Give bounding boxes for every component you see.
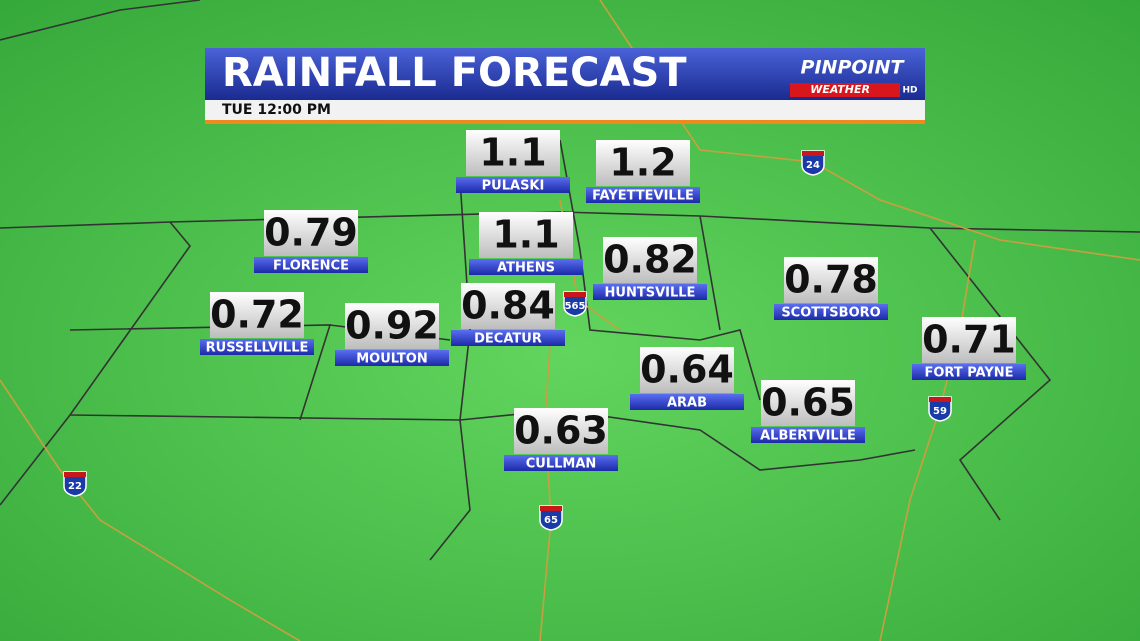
time: TUE 12:00 PM — [222, 102, 331, 118]
city: 0.78 SCOTTSBORO — [774, 257, 888, 321]
city-name: CULLMAN — [526, 457, 597, 472]
logo-sub: WEATHER — [810, 83, 870, 96]
highway-number: 565 — [565, 301, 586, 312]
shield — [928, 396, 952, 422]
city: 0.84 DECATUR — [451, 283, 565, 347]
header: RAINFALL FORECAST TUE 12:00 PM PINPOINT … — [205, 48, 925, 124]
value-box — [784, 257, 878, 303]
city: 1.2 FAYETTEVILLE — [586, 140, 700, 204]
shield-top — [564, 292, 586, 297]
city: 0.63 CULLMAN — [504, 408, 618, 472]
highway-shield: 24 — [801, 150, 825, 176]
value: 0.72 — [210, 293, 304, 337]
value-box — [345, 303, 439, 349]
logo-brand: PINPOINT — [801, 57, 906, 79]
title: RAINFALL FORECAST — [222, 50, 687, 96]
highway-number: 59 — [933, 406, 947, 417]
city: 0.92 MOULTON — [335, 303, 449, 367]
name-bar — [774, 304, 888, 320]
city-name: HUNTSVILLE — [605, 286, 696, 301]
time-bar — [205, 100, 925, 120]
value: 0.64 — [640, 348, 734, 392]
shield — [539, 505, 563, 531]
value: 0.78 — [784, 258, 878, 302]
name-bar — [504, 455, 618, 471]
value: 1.1 — [479, 131, 546, 175]
name-bar — [912, 364, 1026, 380]
name-bar — [593, 284, 707, 300]
value-box — [761, 380, 855, 426]
highway-number: 24 — [806, 160, 820, 171]
name-bar — [751, 427, 865, 443]
city: 0.65 ALBERTVILLE — [751, 380, 865, 444]
logo-badge: HD — [902, 86, 917, 96]
city-name: SCOTTSBORO — [781, 306, 880, 321]
value-box — [596, 140, 690, 186]
name-bar — [335, 350, 449, 366]
value: 0.82 — [603, 238, 697, 282]
value-box — [514, 408, 608, 454]
value-box — [479, 212, 573, 258]
city-name: ATHENS — [497, 261, 555, 276]
city: 1.1 ATHENS — [469, 212, 583, 276]
value: 0.71 — [922, 318, 1016, 362]
highway-number: 22 — [68, 481, 82, 492]
city: 0.79 FLORENCE — [254, 210, 368, 274]
logo-bar — [790, 83, 900, 97]
value-box — [603, 237, 697, 283]
value-box — [922, 317, 1016, 363]
value: 0.79 — [264, 211, 358, 255]
name-bar — [456, 177, 570, 193]
shield-top — [929, 397, 951, 402]
name-bar — [200, 339, 314, 355]
city-name: PULASKI — [482, 179, 545, 194]
city-name: DECATUR — [474, 332, 542, 347]
name-bar — [586, 187, 700, 203]
highway-shield: 65 — [539, 505, 563, 531]
city-name: ALBERTVILLE — [760, 429, 856, 444]
value: 0.63 — [514, 409, 608, 453]
shield — [801, 150, 825, 176]
name-bar — [469, 259, 583, 275]
city-name: ARAB — [667, 396, 707, 411]
highway-shield: 59 — [928, 396, 952, 422]
value-box — [461, 283, 555, 329]
shield-top — [64, 472, 86, 477]
value-box — [210, 292, 304, 338]
shield — [563, 291, 587, 317]
value: 1.2 — [609, 141, 676, 185]
value: 1.1 — [492, 213, 559, 257]
value-box — [466, 130, 560, 176]
city-name: MOULTON — [356, 352, 427, 367]
city-name: FORT PAYNE — [924, 366, 1013, 381]
shield-top — [802, 151, 824, 156]
highway-shield: 565 — [563, 291, 587, 317]
name-bar — [451, 330, 565, 346]
value: 0.92 — [345, 304, 439, 348]
name-bar — [630, 394, 744, 410]
shield-top — [540, 506, 562, 511]
city-name: FAYETTEVILLE — [592, 189, 694, 204]
city: 0.72 RUSSELLVILLE — [200, 292, 314, 356]
city: 0.82 HUNTSVILLE — [593, 237, 707, 301]
highway-number: 65 — [544, 515, 558, 526]
value-box — [264, 210, 358, 256]
city-name: RUSSELLVILLE — [206, 341, 309, 356]
city-name: FLORENCE — [273, 259, 349, 274]
accent-line — [205, 120, 925, 124]
value-box — [640, 347, 734, 393]
city: 0.64 ARAB — [630, 347, 744, 411]
city: 1.1 PULASKI — [456, 130, 570, 194]
highway-shield: 22 — [63, 471, 87, 497]
value: 0.84 — [461, 284, 555, 328]
shield — [63, 471, 87, 497]
name-bar — [254, 257, 368, 273]
city: 0.71 FORT PAYNE — [912, 317, 1026, 381]
value: 0.65 — [761, 381, 855, 425]
